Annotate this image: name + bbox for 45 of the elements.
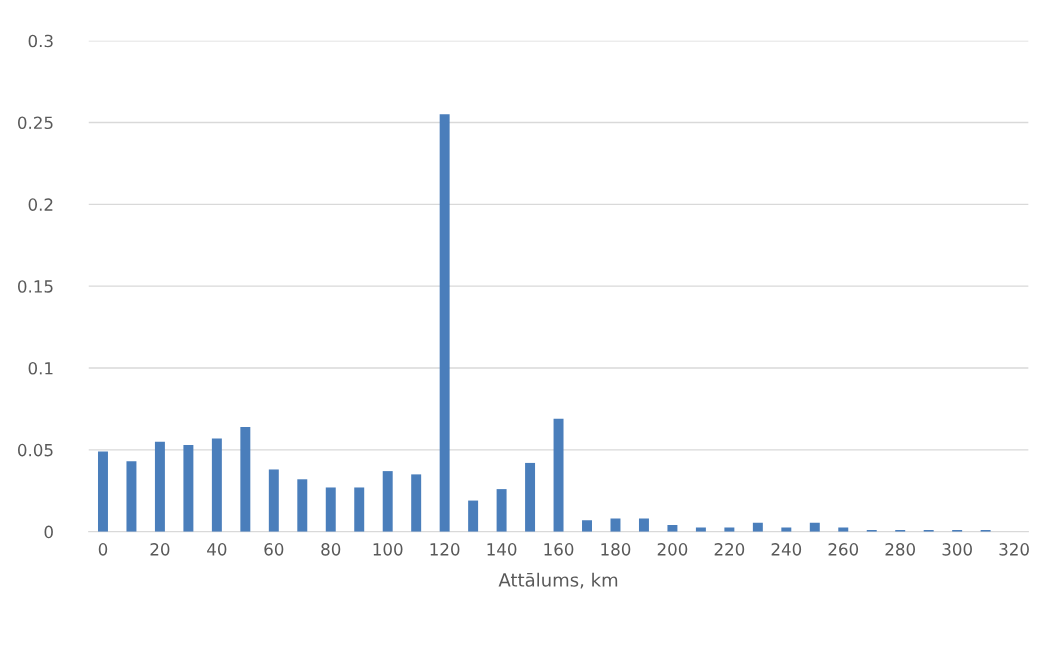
y-tick-label: 0.1	[28, 361, 53, 375]
bar	[240, 426, 251, 532]
x-tick-label: 260	[828, 543, 859, 556]
bar	[439, 114, 450, 532]
bar	[582, 520, 592, 532]
y-tick-label: 0.05	[18, 443, 53, 457]
x-tick-label: 180	[601, 543, 631, 556]
y-tick-label: 0	[44, 525, 53, 539]
x-tick-label: 220	[714, 543, 745, 556]
x-tick-label: 140	[487, 543, 517, 556]
bar	[154, 441, 165, 532]
x-tick-label: 80	[321, 543, 341, 556]
x-tick-label: 160	[544, 543, 574, 556]
bar	[211, 438, 222, 532]
bar	[297, 479, 308, 532]
bar	[411, 474, 422, 532]
bar	[468, 500, 479, 532]
x-tick-label: 20	[150, 543, 170, 556]
bar	[667, 525, 678, 532]
bar	[638, 518, 649, 532]
y-tick-label: 0.2	[28, 198, 53, 211]
bar	[553, 418, 564, 532]
bar	[183, 444, 194, 532]
bar	[525, 462, 536, 532]
x-tick-label: 120	[430, 543, 460, 556]
y-tick-label: 0.25	[18, 116, 53, 130]
y-tick-label: 0.3	[28, 34, 53, 48]
bar	[325, 487, 336, 532]
bar	[126, 461, 137, 532]
x-axis-title: Attālums, km	[498, 572, 618, 589]
x-tick-label: 300	[942, 543, 972, 556]
x-tick-label: 320	[999, 543, 1029, 556]
x-tick-label: 200	[657, 543, 688, 556]
x-tick-label: 60	[264, 543, 284, 556]
x-tick-label: 100	[373, 543, 403, 556]
x-tick-label: 240	[771, 543, 802, 556]
bar	[496, 489, 507, 532]
bar	[382, 471, 393, 532]
x-tick-label: 280	[885, 543, 916, 556]
x-tick-label: 0	[98, 543, 108, 556]
bar	[97, 451, 108, 532]
bar	[268, 469, 279, 532]
x-tick-label: 40	[207, 543, 227, 556]
bar	[354, 487, 365, 532]
y-tick-label: 0.15	[18, 280, 53, 293]
